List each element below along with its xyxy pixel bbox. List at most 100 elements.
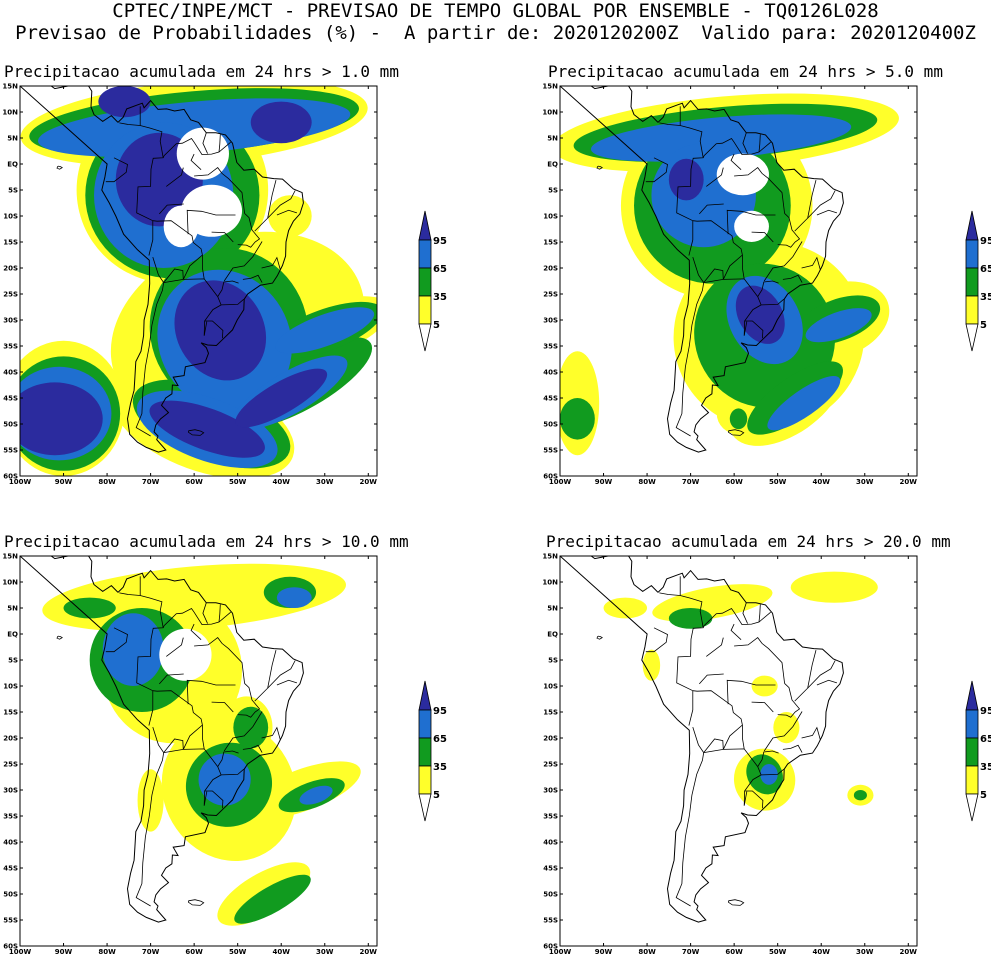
country-border (186, 209, 236, 235)
island (596, 165, 603, 170)
prob-area-white (734, 210, 769, 242)
lat-tick-label: 15S (3, 239, 18, 247)
coastline (560, 86, 844, 453)
lat-tick-label: 50S (3, 891, 18, 899)
country-border (148, 690, 154, 726)
panel-title-3: Precipitacao acumulada em 24 hrs > 10.0 … (4, 532, 409, 551)
prob-area-white (163, 205, 199, 248)
coastline (20, 86, 304, 453)
lon-tick-label: 20W (900, 948, 918, 956)
country-border (688, 690, 694, 726)
lat-tick-label: 10S (543, 683, 558, 691)
lon-tick-label: 20W (360, 948, 378, 956)
coastline (20, 556, 304, 923)
country-border (692, 220, 743, 280)
country-border (699, 203, 724, 215)
country-border (706, 167, 724, 187)
lat-tick-label: 15S (3, 709, 18, 717)
country-border (659, 592, 704, 628)
country-border (254, 649, 277, 702)
lon-tick-label: 60W (725, 478, 743, 485)
country-border (744, 790, 764, 809)
lat-tick-label: 30S (543, 317, 558, 325)
country-border (743, 321, 748, 336)
country-border (203, 791, 208, 806)
lon-tick-label: 90W (55, 948, 73, 956)
map-panel-4: 15N 10N 5N EQ 5S 10S 15S 20S 25S 30S 35S 40S 45S 50S 5… (542, 553, 918, 956)
country-border (119, 592, 164, 628)
country-border (751, 231, 774, 243)
country-border (194, 167, 245, 214)
country-border (276, 209, 298, 216)
colorbar-label: 95 (980, 706, 991, 717)
country-border (217, 750, 239, 767)
lat-tick-label: EQ (7, 631, 18, 639)
prob-area-c5 (642, 649, 661, 681)
prob-area-c95 (20, 382, 103, 456)
lon-tick-label: 60W (185, 948, 203, 956)
country-border (163, 738, 184, 753)
country-border (726, 679, 776, 705)
lat-tick-label: 50S (3, 421, 18, 429)
country-border (242, 274, 263, 283)
prob-area-c65 (198, 753, 251, 806)
lat-tick-label: 40S (543, 369, 558, 377)
lon-tick-label: 60W (725, 948, 743, 956)
country-border (730, 623, 742, 640)
country-border (751, 701, 774, 713)
island (728, 429, 745, 436)
lat-tick-label: 5S (548, 657, 558, 665)
country-border (706, 637, 724, 657)
country-border (267, 190, 296, 219)
lon-tick-label: 90W (595, 948, 613, 956)
lon-tick-label: 70W (142, 478, 160, 485)
lat-tick-label: 25S (3, 761, 18, 769)
country-border (703, 278, 762, 336)
lat-tick-label: 20S (3, 735, 18, 743)
country-border (201, 255, 205, 279)
prob-area-c65 (767, 376, 841, 431)
country-border (276, 679, 298, 686)
prob-area-c35 (668, 608, 713, 629)
lat-tick-label: 25S (543, 761, 558, 769)
country-border (217, 280, 239, 297)
prob-area-c65 (102, 613, 164, 686)
lat-tick-label: EQ (7, 161, 18, 169)
country-border (223, 241, 263, 282)
country-border (703, 738, 724, 753)
country-border (237, 213, 261, 248)
lat-tick-label: EQ (547, 631, 558, 639)
country-border (136, 155, 165, 222)
lat-tick-label: 10N (2, 579, 18, 587)
panel-title-1: Precipitacao acumulada em 24 hrs > 1.0 m… (4, 62, 399, 81)
country-border (742, 132, 748, 154)
lon-tick-label: 40W (812, 948, 830, 956)
colorbar-label: 5 (980, 320, 987, 331)
lon-tick-label: 70W (142, 948, 160, 956)
lat-tick-label: 15S (543, 239, 558, 247)
lon-tick-label: 20W (360, 478, 378, 485)
panel-title-4: Precipitacao acumulada em 24 hrs > 20.0 … (546, 532, 951, 551)
country-border (676, 155, 705, 222)
prob-area-c5 (137, 769, 164, 832)
country-border (763, 241, 803, 282)
lat-tick-label: 5S (8, 187, 18, 195)
country-border (816, 209, 838, 216)
lat-tick-label: 10N (2, 109, 18, 117)
lon-tick-label: 100W (9, 478, 32, 485)
lat-tick-label: 55S (3, 917, 18, 925)
prob-area-c35 (63, 597, 116, 619)
country-border (135, 726, 165, 907)
lon-tick-label: 30W (316, 948, 334, 956)
island (728, 899, 745, 906)
lat-tick-label: 30S (3, 787, 18, 795)
prob-area-c5 (751, 675, 778, 697)
prob-area-white (159, 628, 212, 681)
country-border (204, 790, 224, 809)
country-border (202, 132, 208, 154)
country-border (105, 157, 128, 183)
map-panel-2: 15N 10N 5N EQ 5S 10S 15S 20S 25S 30S 35S 40S 45S 50S 5… (542, 83, 918, 485)
lat-tick-label: 45S (543, 865, 558, 873)
country-border (203, 321, 208, 336)
country-border (675, 256, 705, 437)
